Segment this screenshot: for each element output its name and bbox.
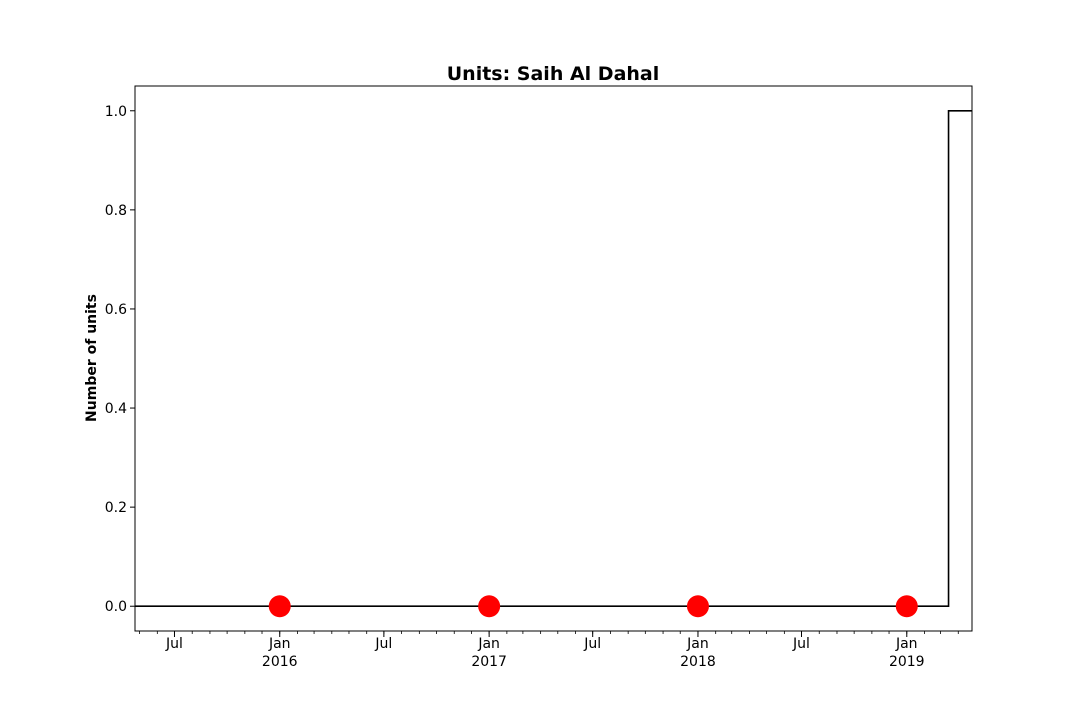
x-tick-label: Jul <box>583 636 601 652</box>
x-tick-label: Jul <box>165 636 183 652</box>
x-tick-label: Jan <box>268 636 291 652</box>
y-tick-label: 0.6 <box>105 302 127 318</box>
x-tick-year-label: 2019 <box>889 654 925 670</box>
y-tick-label: 0.2 <box>105 500 127 516</box>
x-tick-year-label: 2018 <box>680 654 716 670</box>
x-tick-label: Jan <box>895 636 918 652</box>
plot-area: 0.0 0.2 0.4 0.6 0.8 1.0 Jul Jan 2016 Jul Jan 2017 Ju… <box>105 104 972 670</box>
x-tick-label: Jan <box>477 636 500 652</box>
data-point-marker <box>895 595 918 618</box>
x-tick-label: Jul <box>374 636 392 652</box>
x-tick-year-label: 2016 <box>262 654 298 670</box>
y-axis-label: Number of units <box>84 294 100 422</box>
y-tick-label: 0.0 <box>105 599 127 615</box>
data-point-marker <box>478 595 501 618</box>
plot-frame <box>134 85 973 632</box>
x-tick-label: Jan <box>686 636 709 652</box>
data-point-marker <box>268 595 291 618</box>
x-tick-year-label: 2017 <box>471 654 507 670</box>
units-step-line <box>135 109 972 608</box>
data-point-marker <box>686 595 709 618</box>
y-tick-label: 0.4 <box>105 401 127 417</box>
y-tick-label: 0.8 <box>105 203 127 219</box>
chart-title: Units: Saih Al Dahal <box>447 63 660 85</box>
y-tick-label: 1.0 <box>105 104 127 120</box>
x-tick-label: Jul <box>792 636 810 652</box>
